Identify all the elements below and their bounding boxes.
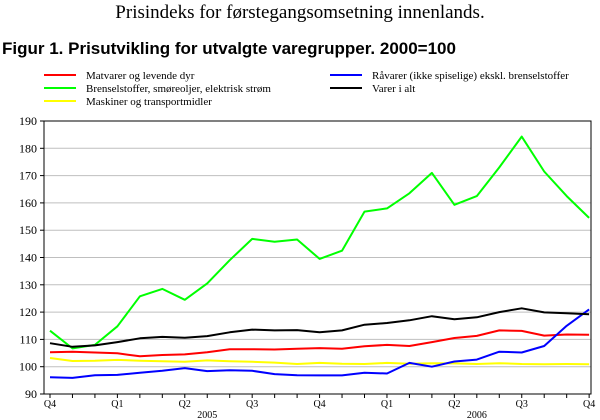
y-tick-label: 190 bbox=[19, 114, 37, 128]
x-quarter-label: Q3 bbox=[246, 399, 258, 410]
series-line-5 bbox=[49, 307, 590, 348]
series-lines bbox=[49, 135, 590, 379]
page-subtitle: Prisindeks for førstegangsomsetning inne… bbox=[115, 2, 485, 23]
x-quarter-label: Q4 bbox=[44, 399, 56, 410]
x-quarter-label: Q4 bbox=[583, 399, 595, 410]
x-quarter-label: Q1 bbox=[381, 399, 393, 410]
y-tick-label: 160 bbox=[19, 196, 37, 210]
y-tick-label: 150 bbox=[19, 223, 37, 237]
x-quarter-label: Q2 bbox=[448, 399, 460, 410]
x-quarter-label: Q4 bbox=[313, 399, 325, 410]
y-tick-label: 90 bbox=[25, 387, 37, 401]
legend-label: Maskiner og transportmidler bbox=[86, 96, 212, 108]
x-quarter-label: Q2 bbox=[179, 399, 191, 410]
series-line-2 bbox=[49, 135, 590, 350]
y-tick-label: 130 bbox=[19, 278, 37, 292]
axes: 90 100 110 120 130 140 150 160 170 180 190 Q4 Q1 Q2 Q3… bbox=[19, 114, 595, 420]
legend-label: Brenselstoffer, smøreoljer, elektrisk st… bbox=[86, 83, 271, 95]
y-tick-label: 110 bbox=[19, 332, 37, 346]
y-tick-label: 100 bbox=[19, 360, 37, 374]
legend: Matvarer og levende dyr Råvarer (ikke spi… bbox=[44, 70, 569, 108]
plot-frame bbox=[43, 120, 592, 395]
figure-title: Figur 1. Prisutvikling for utvalgte vare… bbox=[2, 39, 456, 58]
y-tick-label: 170 bbox=[19, 169, 37, 183]
y-tick-label: 120 bbox=[19, 305, 37, 319]
legend-label: Matvarer og levende dyr bbox=[86, 70, 195, 82]
x-quarter-label: Q1 bbox=[111, 399, 123, 410]
legend-label: Råvarer (ikke spiselige) ekskl. brensels… bbox=[372, 70, 569, 82]
legend-label: Varer i alt bbox=[372, 83, 415, 95]
y-tick-label: 180 bbox=[19, 141, 37, 155]
x-year-label: 2006 bbox=[467, 410, 487, 420]
y-tick-label: 140 bbox=[19, 251, 37, 265]
series-line-4 bbox=[49, 308, 590, 379]
x-year-label: 2005 bbox=[197, 410, 217, 420]
x-quarter-label: Q3 bbox=[516, 399, 528, 410]
series-line-1 bbox=[49, 329, 590, 358]
series-line-3 bbox=[49, 357, 590, 366]
